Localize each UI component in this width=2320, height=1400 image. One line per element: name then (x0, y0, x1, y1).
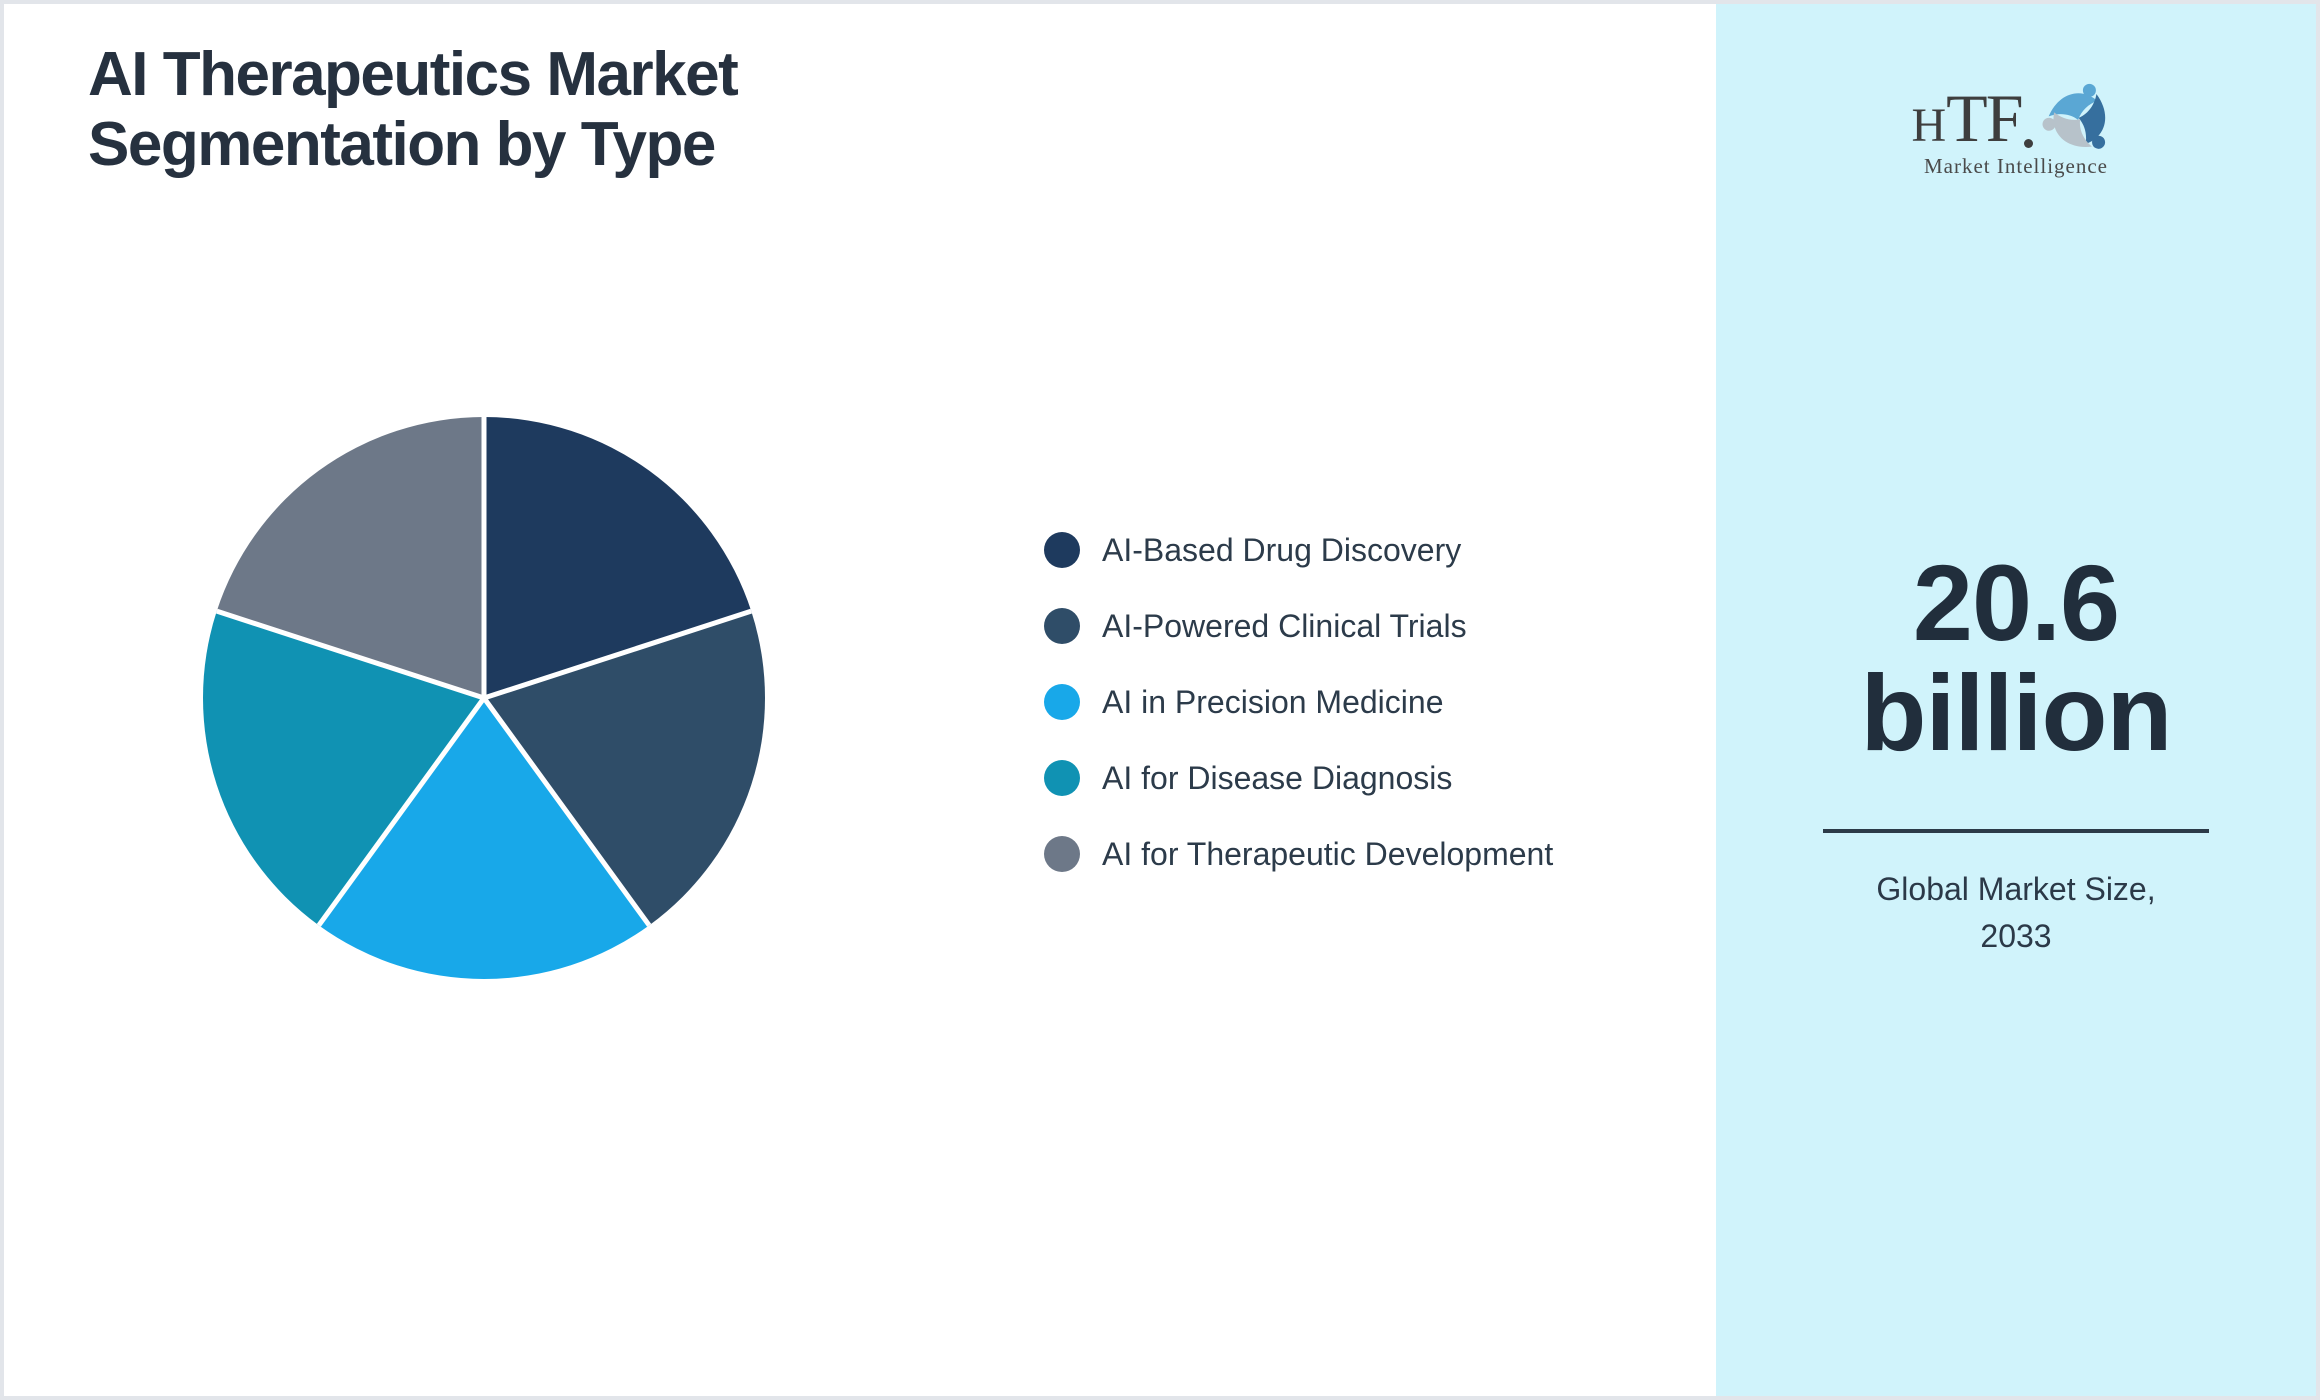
legend-item: AI for Disease Diagnosis (1044, 740, 1553, 816)
pie-chart-svg (202, 417, 766, 979)
page-title-line1: AI Therapeutics Market (88, 40, 739, 109)
logo-swirl-icon (2039, 83, 2121, 158)
legend-swatch (1044, 760, 1080, 796)
legend-label: AI for Therapeutic Development (1102, 835, 1554, 872)
pie-slice-separator (483, 608, 753, 701)
logo-wordmark: HTF (1911, 80, 2023, 156)
pie-slice-2 (318, 698, 650, 979)
page-title-line2: Segmentation by Type (88, 110, 716, 179)
market-size-value-number: 20.6 (1912, 542, 2120, 663)
market-size-value: 20.6 billion (1716, 548, 2316, 768)
pie-slice-separator (481, 696, 652, 927)
pie-slice-separator (215, 608, 485, 701)
pie-slice-4 (216, 417, 484, 698)
legend-item: AI in Precision Medicine (1044, 664, 1553, 740)
market-size-value-unit: billion (1860, 652, 2173, 773)
market-size-caption-line1: Global Market Size, (1876, 871, 2156, 907)
htf-logo: HTF Market Intelligence (1716, 80, 2316, 179)
legend-item: AI-Based Drug Discovery (1044, 512, 1553, 588)
logo-period (2023, 139, 2033, 148)
legend-item: AI-Powered Clinical Trials (1044, 588, 1553, 664)
legend-label: AI in Precision Medicine (1102, 683, 1444, 720)
market-size-caption-line2: 2033 (1980, 918, 2052, 954)
pie-slice-3 (202, 611, 484, 926)
logo-subtext: Market Intelligence (1923, 154, 2108, 178)
legend-label: AI-Powered Clinical Trials (1102, 607, 1467, 644)
legend-item: AI for Therapeutic Development (1044, 816, 1553, 892)
pie-chart (184, 398, 784, 998)
pie-slice-1 (484, 611, 766, 926)
legend-swatch (1044, 532, 1080, 568)
legend-label: AI for Disease Diagnosis (1102, 759, 1453, 796)
pie-slice-separator (316, 696, 487, 927)
legend-swatch (1044, 608, 1080, 644)
sidebar-divider (1823, 829, 2209, 833)
legend-swatch (1044, 684, 1080, 720)
market-size-caption: Global Market Size, 2033 (1716, 866, 2316, 960)
legend-label: AI-Based Drug Discovery (1102, 531, 1462, 568)
pie-slice-0 (484, 417, 752, 698)
legend-swatch (1044, 836, 1080, 872)
chart-legend: AI-Based Drug Discovery AI-Powered Clini… (1044, 512, 1553, 892)
page-title: AI Therapeutics Market Segmentation by T… (88, 40, 739, 180)
sidebar: HTF Market Intelligence 20.6 billio (1716, 4, 2316, 1396)
